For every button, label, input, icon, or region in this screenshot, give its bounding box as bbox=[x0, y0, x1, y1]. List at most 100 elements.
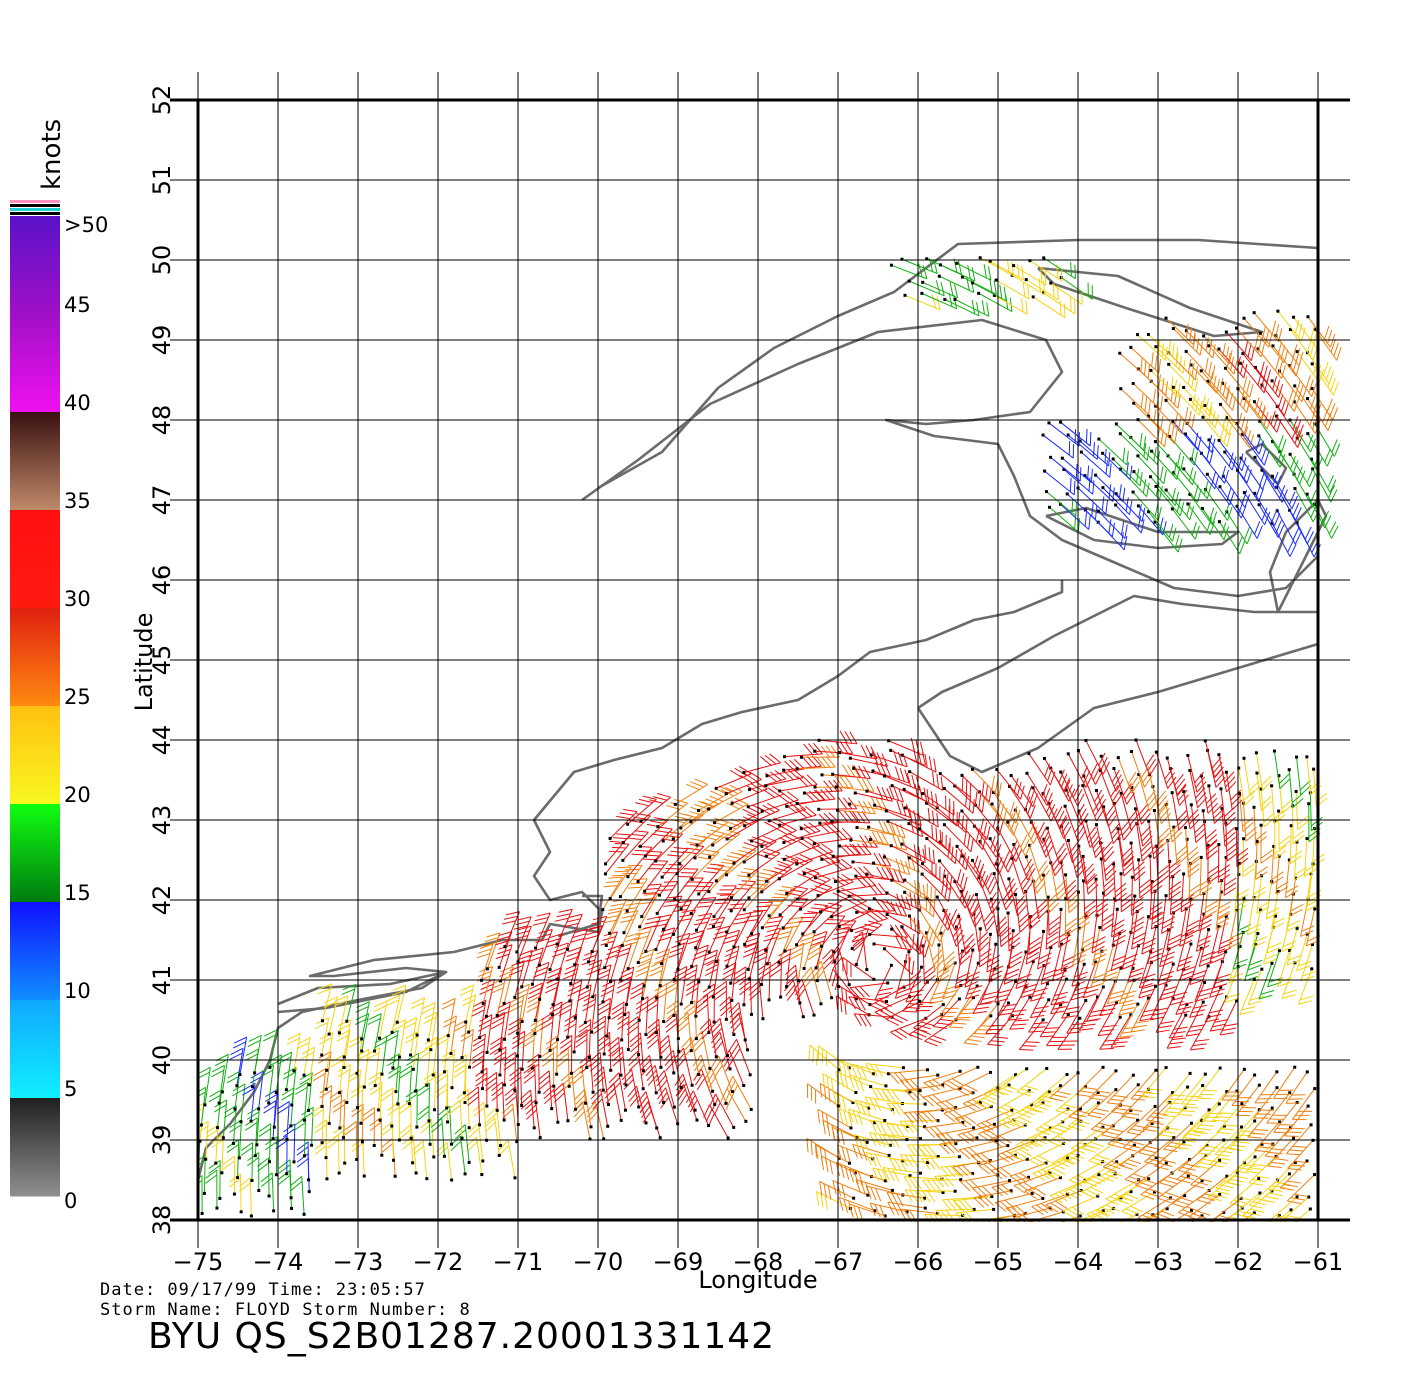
coastline bbox=[1037, 266, 1264, 338]
wind-barb bbox=[608, 1072, 627, 1112]
wind-barb bbox=[319, 1032, 334, 1072]
wind-barb bbox=[954, 949, 971, 989]
wind-barb bbox=[232, 1083, 246, 1124]
wind-barb bbox=[211, 1064, 226, 1105]
wind-barb bbox=[424, 1036, 438, 1077]
wind-barb bbox=[806, 1083, 840, 1108]
wind-barb bbox=[1255, 771, 1273, 812]
wind-barb bbox=[936, 943, 950, 984]
wind-barb bbox=[865, 785, 904, 803]
wind-barb bbox=[598, 1031, 613, 1072]
wind-barb bbox=[920, 291, 958, 310]
wind-barb bbox=[1055, 1085, 1087, 1115]
wind-barb bbox=[712, 885, 737, 919]
wind-barb bbox=[247, 1035, 262, 1075]
wind-barb bbox=[1294, 1207, 1312, 1222]
wind-barb bbox=[336, 1029, 351, 1070]
wind-barb bbox=[907, 950, 922, 991]
wind-barb bbox=[1258, 961, 1275, 1000]
wind-barb bbox=[647, 1018, 663, 1059]
wind-barb bbox=[675, 844, 705, 876]
wind-barb bbox=[696, 994, 711, 1035]
wind-barb bbox=[953, 784, 985, 813]
colorbar-unit-label: knots bbox=[37, 119, 67, 190]
wind-barb bbox=[1010, 856, 1033, 895]
wind-barb bbox=[764, 767, 804, 788]
wind-barb bbox=[1197, 1124, 1226, 1156]
wind-barb bbox=[695, 817, 728, 847]
wind-barb bbox=[965, 961, 983, 1000]
wind-barb bbox=[960, 854, 989, 889]
wind-barb bbox=[882, 1133, 922, 1148]
wind-barb bbox=[1136, 504, 1167, 536]
wind-barb bbox=[1119, 791, 1141, 831]
wind-barb bbox=[1164, 488, 1195, 521]
wind-barb bbox=[881, 1089, 922, 1102]
wind-barb bbox=[660, 846, 688, 879]
wind-barb bbox=[1050, 977, 1069, 1015]
wind-barb bbox=[960, 275, 997, 295]
wind-barb bbox=[1186, 502, 1215, 536]
wind-barb bbox=[970, 767, 1002, 797]
wind-barb bbox=[1225, 510, 1253, 545]
wind-barb bbox=[532, 912, 551, 950]
wind-barb bbox=[441, 997, 456, 1038]
wind-barb bbox=[1024, 1176, 1062, 1200]
wind-barb bbox=[1247, 967, 1264, 1006]
wind-barb bbox=[1277, 809, 1291, 850]
wind-barb bbox=[977, 876, 1001, 914]
wind-barb bbox=[616, 976, 632, 1017]
wind-barb bbox=[1238, 792, 1254, 832]
wind-barb bbox=[1310, 386, 1339, 421]
wind-barb bbox=[1042, 291, 1076, 315]
wind-barb bbox=[1083, 474, 1115, 502]
wind-barb bbox=[1152, 809, 1171, 849]
wind-barb bbox=[545, 1035, 559, 1076]
wind-barb bbox=[1049, 455, 1082, 482]
wind-barb bbox=[957, 914, 976, 955]
wind-barb bbox=[567, 979, 583, 1020]
wind-barb bbox=[974, 893, 996, 932]
wind-barb bbox=[848, 1203, 887, 1221]
wind-barb bbox=[1207, 438, 1237, 471]
wind-barb bbox=[498, 1140, 517, 1180]
wind-barb bbox=[653, 983, 668, 1024]
wind-barb bbox=[1204, 487, 1233, 521]
wind-barb bbox=[1119, 1002, 1140, 1038]
wind-barb bbox=[1303, 837, 1317, 877]
wind-barb bbox=[466, 1086, 482, 1127]
wind-barb bbox=[1185, 1000, 1205, 1037]
wind-barb bbox=[405, 1031, 419, 1071]
wind-barb bbox=[690, 849, 720, 881]
wind-barb bbox=[1078, 995, 1100, 1031]
wind-barb bbox=[784, 964, 802, 1005]
wind-barb bbox=[403, 1017, 418, 1057]
wind-barb bbox=[1235, 504, 1263, 539]
wind-barb bbox=[1006, 911, 1021, 952]
wind-barb bbox=[1094, 877, 1109, 918]
wind-barb bbox=[851, 928, 869, 967]
wind-barb bbox=[837, 835, 878, 848]
wind-barb bbox=[1064, 896, 1078, 937]
wind-barb bbox=[970, 1144, 1010, 1165]
wind-barb bbox=[692, 1054, 715, 1093]
wind-barb bbox=[1045, 1189, 1083, 1213]
wind-barb bbox=[1031, 1192, 1070, 1216]
wind-barb bbox=[1171, 1179, 1204, 1208]
wind-barb bbox=[958, 1139, 998, 1160]
wind-barb bbox=[907, 914, 937, 947]
wind-barb bbox=[916, 1189, 957, 1203]
wind-barb bbox=[1190, 1158, 1222, 1189]
wind-barb bbox=[865, 1063, 905, 1078]
wind-barb bbox=[1028, 843, 1050, 882]
wind-barb bbox=[677, 1012, 693, 1053]
wind-barb bbox=[702, 983, 716, 1024]
wind-barb bbox=[1184, 349, 1216, 380]
colorbar-band bbox=[10, 902, 60, 1001]
wind-barb bbox=[1231, 1073, 1257, 1107]
wind-barb bbox=[1009, 1101, 1045, 1129]
wind-barb bbox=[1239, 977, 1256, 1016]
wind-barb bbox=[1296, 932, 1312, 972]
wind-barb bbox=[1157, 1174, 1190, 1204]
wind-barb bbox=[1048, 1107, 1082, 1136]
